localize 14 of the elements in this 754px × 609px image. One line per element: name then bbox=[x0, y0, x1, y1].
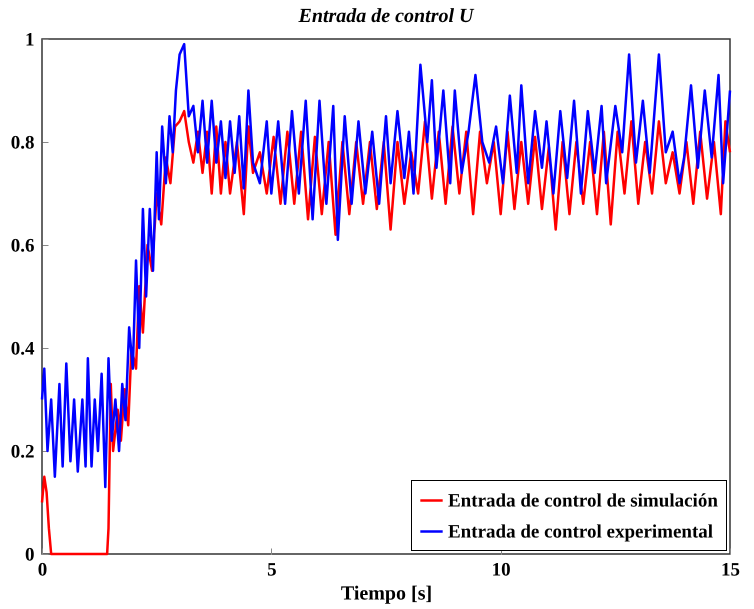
y-tick-label: 1 bbox=[25, 30, 34, 50]
y-tick-label: 0.2 bbox=[10, 442, 34, 462]
line-series bbox=[40, 42, 732, 488]
y-tick-label: 0 bbox=[25, 544, 34, 566]
x-tick-label: 5 bbox=[267, 560, 277, 580]
legend-label: Entrada de control experimental bbox=[448, 522, 714, 542]
y-tick-label: 0.4 bbox=[10, 338, 35, 360]
x-tick-label: 10 bbox=[492, 560, 511, 580]
y-tick-label: 0.6 bbox=[10, 236, 34, 256]
legend-label: Entrada de control de simulación bbox=[448, 490, 718, 512]
x-tick-label: 15 bbox=[721, 560, 740, 580]
x-axis-title: Tiempo [s] bbox=[340, 582, 432, 604]
y-tick-label: 0.8 bbox=[10, 132, 34, 154]
chart-title: Entrada de control U bbox=[297, 5, 476, 27]
